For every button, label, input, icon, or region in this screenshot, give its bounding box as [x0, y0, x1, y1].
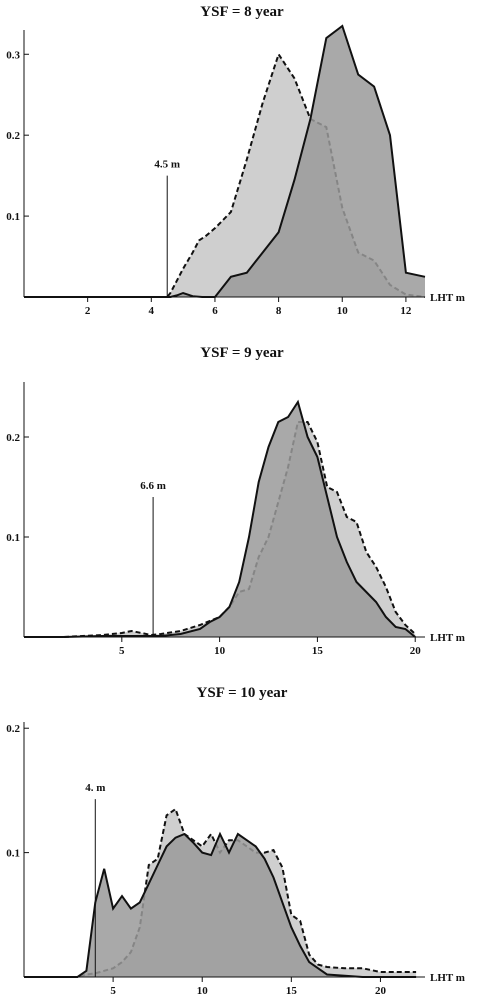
chart-title: YSF = 10 year — [197, 685, 288, 701]
y-tick-label: 0.1 — [6, 848, 20, 860]
x-tick-label: 10 — [214, 645, 226, 657]
x-axis-label: LHT m — [430, 292, 465, 304]
x-tick-label: 15 — [286, 985, 298, 997]
x-tick-label: 15 — [312, 645, 324, 657]
x-tick-label: 4 — [149, 305, 155, 317]
series-area-solid — [24, 26, 425, 297]
y-tick-label: 0.2 — [6, 130, 20, 142]
series-line-solid — [24, 399, 416, 638]
chart-panel-1: YSF = 8 year 2 4 6 8 10 12 0.1 0.2 0.3 LHT m 4.5 m — [6, 4, 465, 317]
x-axis-label: LHT m — [430, 972, 465, 984]
x-axis-label: LHT m — [430, 632, 465, 644]
x-tick-label: 20 — [410, 645, 422, 657]
y-tick-label: 0.1 — [6, 211, 20, 223]
y-tick-label: 0.2 — [6, 432, 20, 444]
series-line-solid — [24, 831, 417, 978]
x-tick-label: 12 — [400, 305, 412, 317]
y-tick-label: 0.2 — [6, 723, 20, 735]
annotation-label: 4.5 m — [154, 159, 180, 171]
series-area-solid — [24, 402, 416, 637]
x-tick-label: 20 — [375, 985, 387, 997]
series-area-solid — [24, 834, 417, 977]
x-tick-label: 10 — [197, 985, 209, 997]
chart-panel-3: YSF = 10 year 5 10 15 20 0.1 0.2 LHT m 4. m — [6, 685, 465, 997]
annotation-label: 4. m — [85, 782, 105, 794]
x-tick-label: 6 — [212, 305, 218, 317]
x-tick-label: 8 — [276, 305, 282, 317]
chart-title: YSF = 9 year — [200, 345, 284, 361]
y-tick-label: 0.1 — [6, 532, 20, 544]
chart-title: YSF = 8 year — [200, 4, 284, 20]
chart-panel-2: YSF = 9 year 5 10 15 20 0.1 0.2 LHT m 6.6 m — [6, 345, 465, 657]
y-tick-label: 0.3 — [6, 49, 20, 61]
x-tick-label: 5 — [119, 645, 125, 657]
x-tick-label: 5 — [110, 985, 116, 997]
x-tick-label: 2 — [85, 305, 91, 317]
x-tick-label: 10 — [337, 305, 349, 317]
annotation-label: 6.6 m — [140, 480, 166, 492]
